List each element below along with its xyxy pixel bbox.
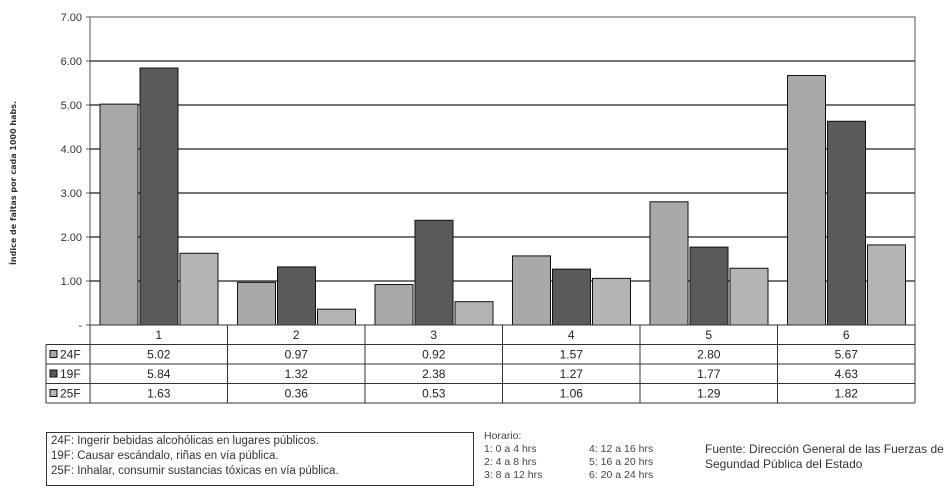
data-label-19f: 1.32 bbox=[285, 367, 309, 381]
bar-19f-1 bbox=[139, 67, 179, 326]
data-label-24f: 1.57 bbox=[560, 348, 584, 362]
data-label-24f: 0.97 bbox=[285, 348, 309, 362]
bar-25f-6 bbox=[867, 244, 906, 326]
y-tick-label: 5.00 bbox=[61, 100, 82, 112]
bar-24f-5 bbox=[649, 201, 689, 326]
bar-24f-2 bbox=[237, 281, 276, 326]
y-tick-label: 6.00 bbox=[61, 56, 82, 68]
bar-chart: Índice de faltas por cada 1000 habs. - 1.… bbox=[7, 12, 916, 404]
y-tick-label: - bbox=[78, 320, 82, 332]
bar-25f-3 bbox=[454, 301, 494, 326]
y-tick-label: 4.00 bbox=[61, 144, 82, 156]
data-label-24f: 2.80 bbox=[697, 348, 721, 362]
bar-25f-2 bbox=[317, 308, 356, 326]
data-label-24f: 5.02 bbox=[147, 348, 171, 362]
bar-19f-6 bbox=[827, 120, 866, 326]
bar-19f-4 bbox=[552, 268, 591, 326]
legend-note-19f: 19F: Causar escándalo, riñas en vía públ… bbox=[51, 450, 279, 462]
horario-item: 6: 20 a 24 hrs bbox=[589, 469, 654, 481]
bar-25f-5 bbox=[729, 267, 769, 326]
horario-legend: Horario: 1: 0 a 4 hrs 4: 12 a 16 hrs 2: … bbox=[484, 430, 709, 482]
x-tick-label: 2 bbox=[293, 328, 300, 342]
data-label-25f: 1.06 bbox=[560, 387, 584, 401]
bar-24f-4 bbox=[512, 255, 551, 326]
y-tick-label: 2.00 bbox=[61, 232, 82, 244]
horario-title: Horario: bbox=[484, 430, 522, 442]
bars bbox=[99, 67, 906, 326]
legend-swatch-19f bbox=[49, 369, 58, 378]
data-label-19f: 5.84 bbox=[147, 367, 171, 381]
legend-series-label: 19F bbox=[60, 367, 81, 381]
bar-19f-3 bbox=[414, 219, 454, 326]
legend-swatch-25f bbox=[49, 389, 58, 397]
horario-item: 5: 16 a 20 hrs bbox=[589, 456, 654, 468]
data-table: 1 2 3 4 5 6 24F 5.02 0.97 0.92 1.57 2.80 5.67 19F 5.84… bbox=[45, 324, 916, 404]
legend-note-24f: 24F: Ingerir bebidas alcohólicas en luga… bbox=[51, 435, 319, 447]
data-label-19f: 2.38 bbox=[422, 367, 446, 381]
bar-24f-6 bbox=[787, 75, 826, 326]
bar-19f-5 bbox=[689, 246, 729, 326]
y-tick-label: 7.00 bbox=[61, 12, 82, 24]
x-tick-label: 3 bbox=[430, 328, 437, 342]
horario-item: 2: 4 a 8 hrs bbox=[484, 456, 537, 468]
legend-swatch-24f bbox=[49, 350, 58, 358]
data-label-19f: 4.63 bbox=[835, 367, 859, 381]
x-tick-label: 5 bbox=[705, 328, 712, 342]
bar-25f-4 bbox=[592, 277, 631, 326]
horario-item: 4: 12 a 16 hrs bbox=[589, 443, 654, 455]
horario-item: 1: 0 a 4 hrs bbox=[484, 443, 537, 455]
bar-24f-1 bbox=[99, 103, 139, 326]
legend-series-label: 25F bbox=[60, 387, 81, 401]
legend-series-label: 24F bbox=[60, 348, 81, 362]
source-note: Fuente: Dirección General de las Fuerzas… bbox=[705, 442, 944, 471]
horario-item: 3: 8 a 12 hrs bbox=[484, 469, 543, 481]
data-label-25f: 1.29 bbox=[697, 387, 721, 401]
data-label-25f: 0.53 bbox=[422, 387, 446, 401]
data-label-19f: 1.27 bbox=[560, 367, 584, 381]
x-tick-label: 6 bbox=[843, 328, 850, 342]
data-label-25f: 1.63 bbox=[147, 387, 171, 401]
data-label-19f: 1.77 bbox=[697, 367, 721, 381]
y-tick-labels: - 1.00 2.00 3.00 4.00 5.00 6.00 7.00 bbox=[61, 12, 83, 332]
legend-note-25f: 25F: Inhalar, consumir sustancias tóxica… bbox=[51, 465, 339, 477]
bar-25f-1 bbox=[179, 252, 219, 326]
y-tick-label: 3.00 bbox=[61, 188, 82, 200]
data-label-24f: 0.92 bbox=[422, 348, 446, 362]
x-tick-label: 4 bbox=[568, 328, 575, 342]
data-label-24f: 5.67 bbox=[835, 348, 859, 362]
y-axis-label: Índice de faltas por cada 1000 habs. bbox=[7, 101, 18, 265]
bar-24f-3 bbox=[374, 284, 414, 326]
y-tick-label: 1.00 bbox=[61, 276, 82, 288]
legend-notes: 24F: Ingerir bebidas alcohólicas en luga… bbox=[46, 432, 474, 486]
x-tick-label: 1 bbox=[155, 328, 162, 342]
data-label-25f: 1.82 bbox=[835, 387, 859, 401]
data-label-25f: 0.36 bbox=[285, 387, 309, 401]
bar-19f-2 bbox=[277, 266, 316, 326]
